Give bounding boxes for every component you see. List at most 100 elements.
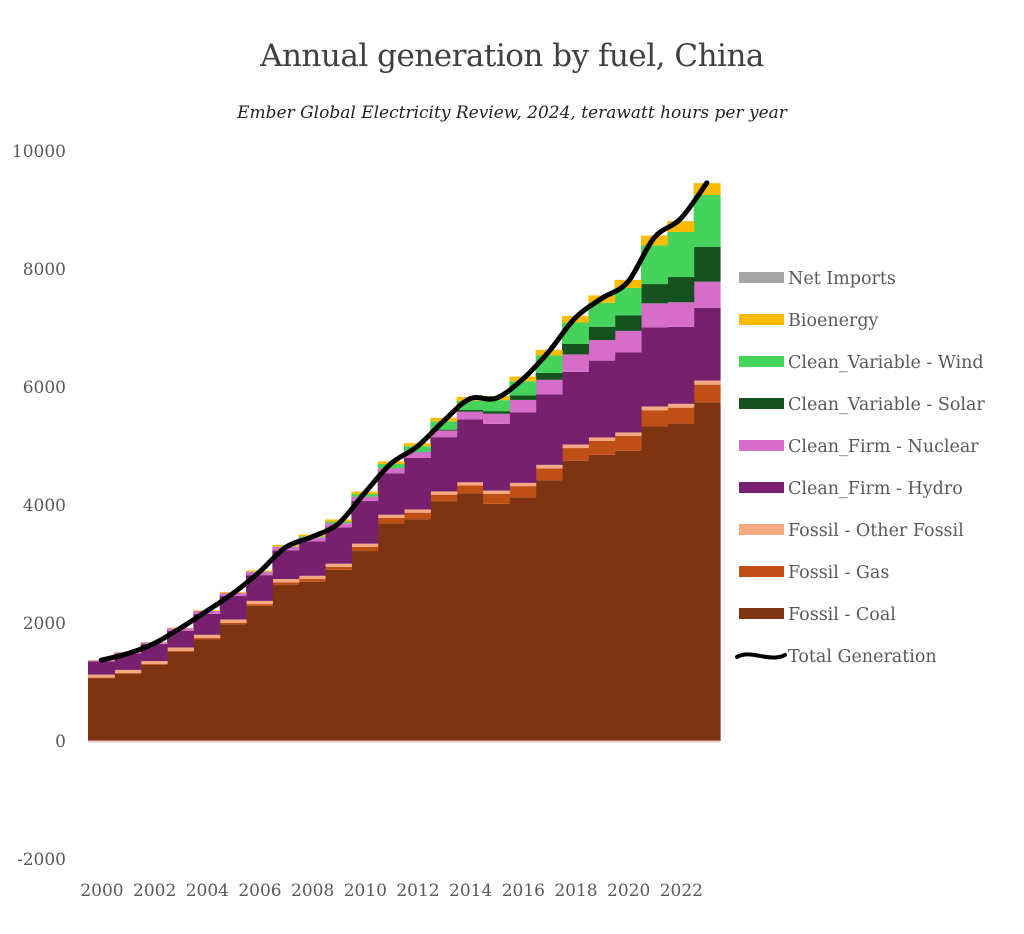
chart-title: Annual generation by fuel, China [260,38,764,74]
total-generation-line [98,180,710,663]
area-segment [509,399,537,413]
area-segment [641,327,668,407]
area-segment [167,651,194,741]
area-segment [535,372,563,380]
area-segment [641,303,668,328]
area-segment [562,343,589,355]
area-segment [219,596,247,620]
legend-label: Fossil - Gas [788,563,889,583]
y-tick-label: 0 [55,732,66,752]
area-segment [667,232,695,278]
legend-line-swatch [735,652,787,660]
area-segment [325,569,352,741]
legend-item: Fossil - Coal [739,605,896,625]
area-segment [377,473,405,515]
area-segment [325,527,352,564]
legend-label: Fossil - Other Fossil [788,521,964,541]
area-segment [535,480,563,741]
area-segment [193,638,221,640]
area-segment [193,639,221,741]
area-segment [693,307,721,381]
area-segment [430,501,458,741]
total-generation-line-group [98,180,710,663]
area-segment [272,582,300,585]
legend-swatch [739,272,784,283]
area-segment [140,664,168,741]
area-segment [483,413,510,424]
area-segment [88,674,115,678]
series-fossil-coal [88,402,721,741]
series-clean-firm-hydro [88,307,721,675]
area-segment [641,410,668,427]
area-segment [298,541,326,576]
area-segment [325,566,352,570]
x-tick-label: 2004 [186,881,229,901]
x-tick-label: 2000 [80,881,123,901]
legend-item: Clean_Variable - Solar [739,395,985,415]
area-segment [430,494,458,502]
area-segment [88,678,115,741]
area-segment [325,563,352,567]
area-segment [509,395,537,400]
series-fossil-other-fossil [88,380,721,678]
area-segment [588,360,616,438]
area-segment [667,326,695,404]
area-segment [483,400,510,412]
legend-label: Net Imports [788,269,896,289]
area-segment [693,402,721,741]
area-segment [588,440,616,455]
area-segment [219,622,247,625]
area-segment [246,604,273,606]
legend-swatch [739,524,784,535]
x-tick-label: 2018 [554,881,597,901]
legend-swatch [739,356,784,367]
area-segment [114,673,142,741]
area-segment [377,517,405,524]
area-segment [483,423,510,491]
y-axis: -2000 0 2000 4000 6000 8000 10000 [12,142,66,870]
area-segment [140,664,168,665]
area-segment [404,512,431,520]
y-tick-label: -2000 [17,850,66,870]
legend: Net Imports Bioenergy Clean_Variable - Win… [735,269,985,667]
area-segment [693,194,721,247]
area-segment [588,454,616,741]
area-segment [562,354,589,372]
area-segment [456,400,484,410]
x-tick-label: 2010 [344,881,387,901]
area-segment [693,384,721,403]
area-segment [667,423,695,741]
area-segment [430,430,458,438]
area-segment [88,661,115,675]
y-tick-label: 10000 [12,142,66,162]
area-segment [88,677,115,679]
area-segment [614,450,642,741]
area-segment [483,493,510,504]
area-segment [430,437,458,492]
area-segment [667,221,695,233]
legend-swatch [739,314,784,325]
legend-item: Clean_Firm - Nuclear [739,437,979,457]
area-segment [614,315,642,331]
area-segment [667,407,695,424]
area-segment [351,496,379,502]
area-segment [693,246,721,282]
legend-label: Clean_Firm - Nuclear [788,437,979,457]
legend-item: Fossil - Gas [739,563,889,583]
legend-label: Clean_Variable - Solar [788,395,985,415]
area-segment [298,579,326,582]
area-segment [641,426,668,741]
area-segment [588,437,616,441]
area-segment [693,183,721,195]
legend-item: Net Imports [739,269,896,289]
x-tick-label: 2022 [660,881,703,901]
area-segment [667,302,695,327]
area-segment [298,581,326,741]
area-segment [456,493,484,741]
y-tick-label: 8000 [23,260,66,280]
legend-swatch [739,398,784,409]
legend-swatch [739,566,784,577]
area-segment [509,412,537,483]
area-segment [377,523,405,741]
area-segment [614,435,642,451]
